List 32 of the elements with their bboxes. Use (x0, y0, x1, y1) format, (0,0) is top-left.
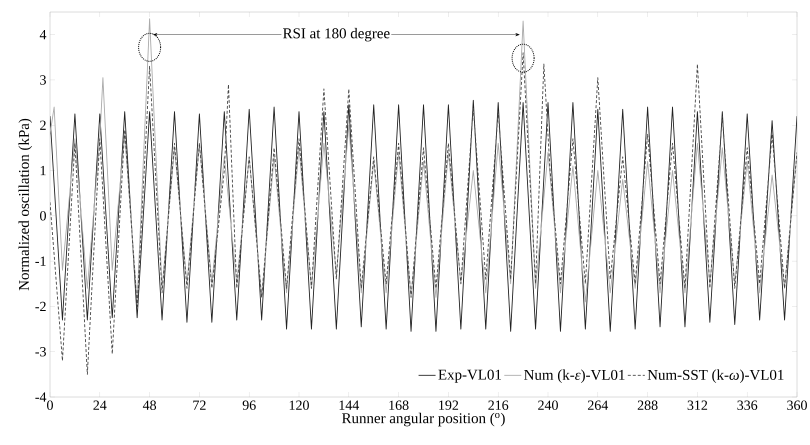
annotation: RSI at 180 degree (283, 28, 390, 42)
x-tick-label: 168 (389, 400, 409, 410)
x-tick-label: 24 (93, 400, 107, 410)
x-tick-label: 48 (142, 400, 156, 410)
y-axis-title: Normalized oscillation (kPa) (18, 118, 32, 290)
y-tick-label: -2 (35, 302, 46, 312)
x-tick-label: 312 (688, 400, 708, 410)
legend-label: Exp-VL01 (438, 370, 501, 383)
y-tick-label: -1 (35, 256, 46, 266)
x-tick-label: 144 (340, 400, 360, 410)
y-tick-label: 3 (40, 75, 46, 85)
legend-label: Num (k-ε)-VL01 (524, 369, 625, 383)
y-tick-label: 0 (40, 211, 46, 221)
x-tick-label: 216 (488, 400, 508, 410)
legend-label: Num-SST (k-ω)-VL01 (648, 369, 784, 383)
y-tick-label: 1 (40, 166, 46, 176)
x-tick-label: 288 (638, 400, 658, 410)
y-tick-label: -3 (35, 347, 46, 356)
y-tick-label: -4 (35, 392, 46, 402)
x-tick-label: 264 (588, 400, 608, 410)
x-tick-label: 336 (737, 400, 758, 410)
x-tick-label: 120 (290, 400, 309, 410)
x-tick-label: 360 (787, 400, 807, 410)
line-series (50, 100, 798, 332)
x-axis-title: Runner angular position ($^{o}$) (342, 412, 505, 426)
x-tick-label: 72 (193, 400, 206, 410)
x-tick-label: 240 (538, 400, 558, 410)
x-tick-label: 192 (439, 400, 458, 410)
x-tick-label: 96 (242, 400, 256, 410)
x-tick-label: 0 (47, 400, 53, 410)
y-tick-label: 4 (40, 30, 46, 40)
y-tick-label: 2 (40, 120, 46, 130)
